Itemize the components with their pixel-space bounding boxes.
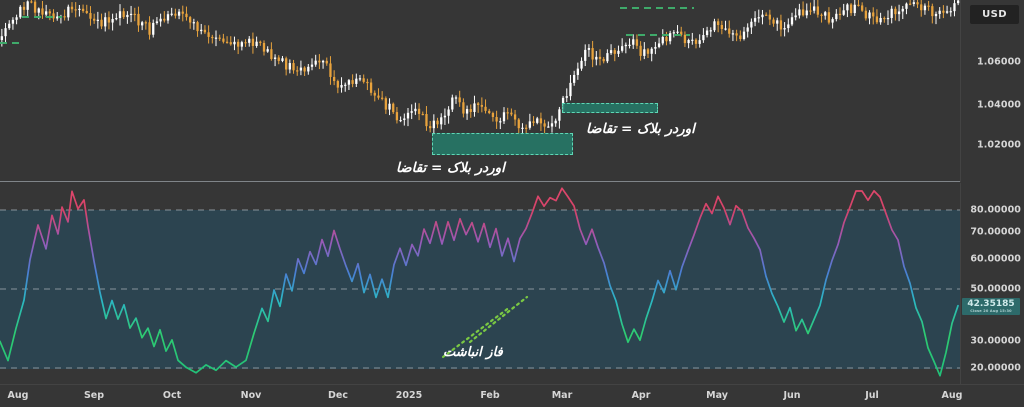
price-tick-3: 1.02000 xyxy=(977,139,1021,151)
oscillator-value-badge[interactable]: 42.35185 Close 20 Aug 15:30 xyxy=(962,298,1020,315)
price-tick-1: 1.06000 xyxy=(977,56,1021,68)
time-label-nov: Nov xyxy=(240,390,262,401)
time-label-2025: 2025 xyxy=(395,390,423,401)
price-plot-area[interactable] xyxy=(0,0,960,182)
pane-separator[interactable] xyxy=(0,181,1024,182)
accumulation-phase-label: فاز انباشت xyxy=(443,345,503,360)
osc-tick-70: 70.00000 xyxy=(970,226,1021,238)
oscillator-pane[interactable] xyxy=(0,183,1024,384)
time-label-mar: Mar xyxy=(551,390,573,401)
order-block-upper-label: اوردر بلاک = تقاضا xyxy=(586,121,695,137)
time-label-aug: Aug xyxy=(941,390,963,401)
osc-tick-20: 20.00000 xyxy=(970,362,1021,374)
time-label-jul: Jul xyxy=(865,390,879,401)
order-block-demand-lower[interactable] xyxy=(432,133,573,155)
oscillator-scale[interactable]: 80.00000 70.00000 60.00000 50.00000 30.0… xyxy=(960,183,1024,384)
time-label-jun: Jun xyxy=(783,390,801,401)
order-block-lower-label: اوردر بلاک = تقاضا xyxy=(396,160,505,176)
price-scale[interactable]: 1.06000 1.04000 1.02000 xyxy=(960,0,1024,182)
time-label-oct: Oct xyxy=(162,390,182,401)
oscillator-series xyxy=(0,187,960,377)
time-label-feb: Feb xyxy=(480,390,500,401)
time-axis[interactable]: Aug Sep Oct Nov Dec 2025 Feb Mar Apr May Jun Jul Aug xyxy=(0,384,1024,407)
osc-tick-50: 50.00000 xyxy=(970,283,1021,295)
price-pane[interactable]: اوردر بلاک = تقاضا xyxy=(0,0,1024,182)
osc-tick-60: 60.00000 xyxy=(970,253,1021,265)
oscillator-value: 42.35185 xyxy=(967,298,1015,309)
oscillator-reference-levels xyxy=(0,209,960,369)
time-label-dec: Dec xyxy=(328,390,348,401)
price-tick-2: 1.04000 xyxy=(977,99,1021,111)
candlestick-series xyxy=(0,0,960,136)
currency-badge[interactable]: USD xyxy=(970,5,1019,24)
time-label-apr: Apr xyxy=(631,390,651,401)
osc-tick-80: 80.00000 xyxy=(970,204,1021,216)
accumulation-trend-arrows xyxy=(441,295,529,359)
osc-tick-30: 30.00000 xyxy=(970,335,1021,347)
oscillator-plot-area[interactable] xyxy=(0,183,960,384)
order-block-demand-upper[interactable] xyxy=(562,103,658,113)
time-label-sep: Sep xyxy=(83,390,105,401)
time-label-may: May xyxy=(706,390,728,401)
dashed-level-lines xyxy=(0,7,694,44)
oscillator-value-sub: Close 20 Aug 15:30 xyxy=(970,308,1012,313)
time-label-aug: Aug xyxy=(7,390,29,401)
